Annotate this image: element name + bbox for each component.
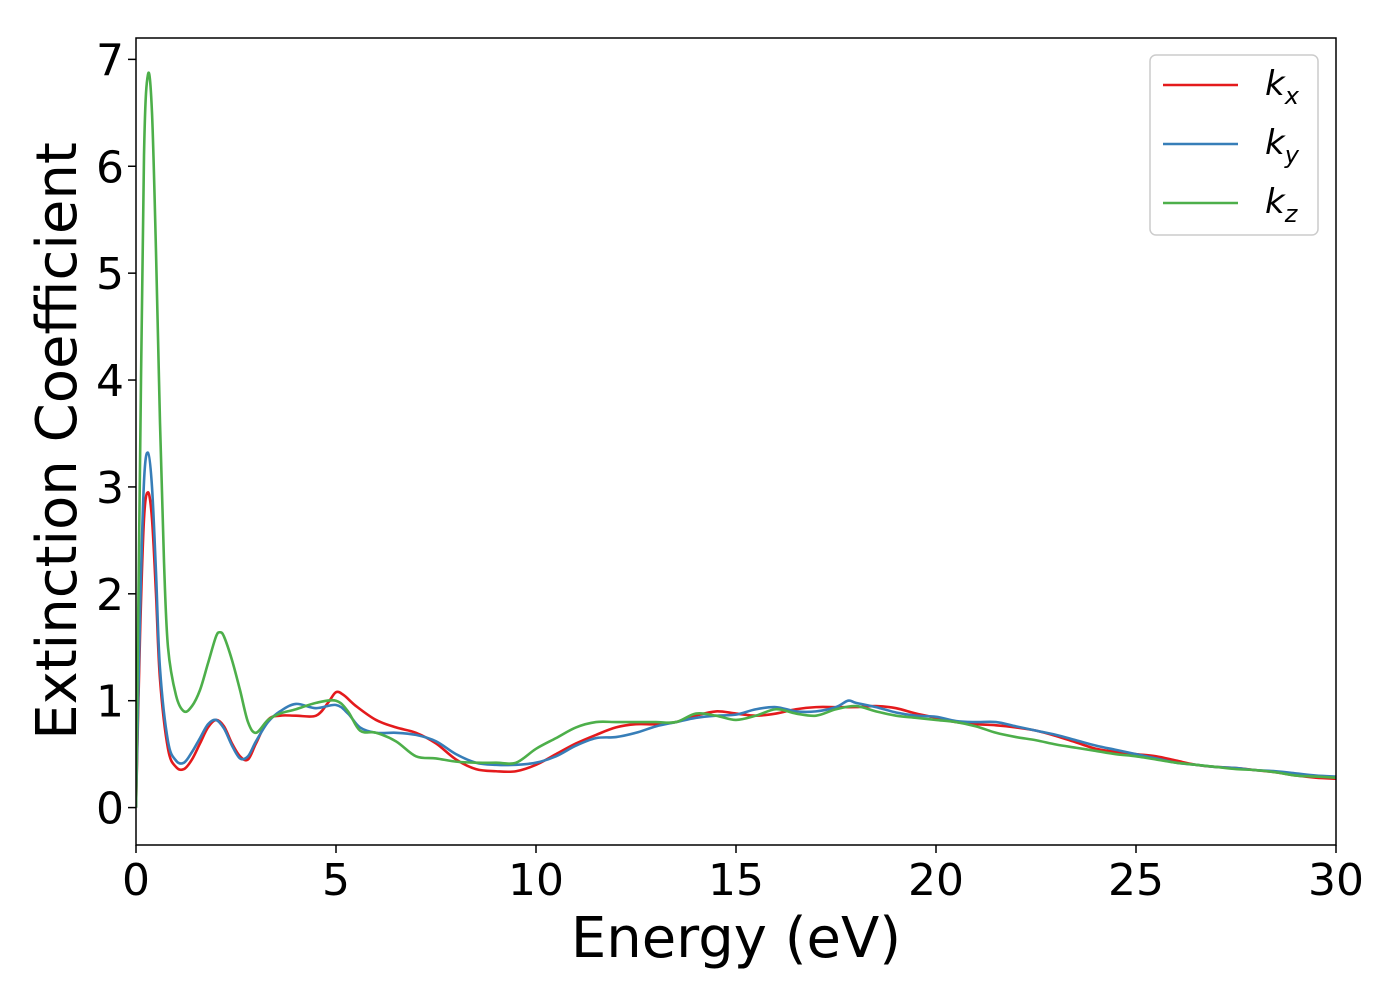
x-axis-ticks: 0 5 10 15 20 25 30 [122, 845, 1364, 906]
legend-label-ky: ky [1265, 123, 1300, 169]
x-tick-label: 10 [508, 855, 564, 906]
x-tick-label: 20 [908, 855, 964, 906]
series-line-kz [136, 71, 1336, 808]
y-tick-label: 2 [96, 570, 124, 621]
series-line-ky [136, 451, 1336, 808]
x-tick-label: 15 [708, 855, 764, 906]
y-axis-label: Extinction Coefficient [25, 142, 90, 740]
y-axis-ticks: 0 1 2 3 4 5 6 7 [96, 35, 136, 835]
x-tick-label: 25 [1108, 855, 1164, 906]
x-axis-label: Energy (eV) [571, 906, 901, 971]
plot-area [136, 38, 1336, 845]
y-tick-label: 6 [96, 142, 124, 193]
series-line-kx [136, 490, 1336, 808]
y-tick-label: 0 [96, 784, 124, 835]
y-tick-label: 1 [96, 677, 124, 728]
x-tick-label: 30 [1308, 855, 1364, 906]
y-tick-label: 4 [96, 356, 124, 407]
x-tick-label: 5 [322, 855, 350, 906]
x-tick-label: 0 [122, 855, 150, 906]
y-tick-label: 3 [96, 463, 124, 514]
y-tick-label: 7 [96, 35, 124, 86]
series-layer [136, 71, 1336, 808]
y-tick-label: 5 [96, 249, 124, 300]
